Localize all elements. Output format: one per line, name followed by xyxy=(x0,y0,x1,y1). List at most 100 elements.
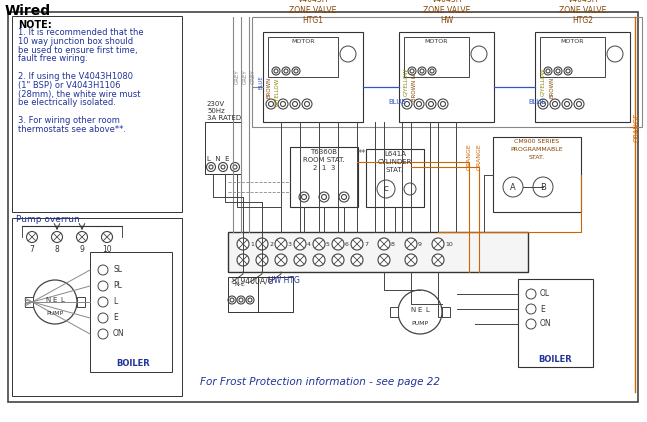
Text: 4: 4 xyxy=(307,241,311,246)
Text: 10 way junction box should: 10 way junction box should xyxy=(18,37,133,46)
Text: GREY: GREY xyxy=(250,70,256,84)
Text: MOTOR: MOTOR xyxy=(561,39,584,44)
Text: BLUE: BLUE xyxy=(388,99,406,105)
Text: 2: 2 xyxy=(269,241,273,246)
Text: 1. It is recommended that the: 1. It is recommended that the xyxy=(18,28,144,37)
FancyBboxPatch shape xyxy=(263,32,363,122)
Text: V4043H
ZONE VALVE
HTG1: V4043H ZONE VALVE HTG1 xyxy=(289,0,336,25)
Circle shape xyxy=(256,238,268,250)
Text: G/YELLOW: G/YELLOW xyxy=(404,68,408,96)
Text: ON: ON xyxy=(540,319,552,328)
Text: G/YELLOW: G/YELLOW xyxy=(274,78,280,106)
Text: 5: 5 xyxy=(326,241,330,246)
FancyBboxPatch shape xyxy=(258,277,293,312)
Text: BLUE: BLUE xyxy=(259,75,263,89)
Text: Pump overrun: Pump overrun xyxy=(16,215,80,224)
Text: PUMP: PUMP xyxy=(411,321,428,326)
Circle shape xyxy=(237,238,249,250)
Circle shape xyxy=(294,254,306,266)
FancyBboxPatch shape xyxy=(366,149,424,207)
Text: G/YELLOW: G/YELLOW xyxy=(540,68,545,96)
Text: (28mm), the white wire must: (28mm), the white wire must xyxy=(18,89,140,99)
Text: N: N xyxy=(410,307,415,313)
Text: L: L xyxy=(60,297,64,303)
FancyBboxPatch shape xyxy=(390,307,398,317)
Text: ORANGE: ORANGE xyxy=(634,112,640,142)
Text: Wired: Wired xyxy=(5,4,51,18)
Text: BROWN: BROWN xyxy=(267,76,272,97)
Text: GREY: GREY xyxy=(243,70,248,84)
Text: SL: SL xyxy=(113,265,122,274)
FancyBboxPatch shape xyxy=(399,32,494,122)
Text: E: E xyxy=(113,314,118,322)
Text: For Frost Protection information - see page 22: For Frost Protection information - see p… xyxy=(200,377,440,387)
Text: E: E xyxy=(540,305,545,314)
Circle shape xyxy=(405,238,417,250)
Circle shape xyxy=(332,254,344,266)
Text: (1" BSP) or V4043H1106: (1" BSP) or V4043H1106 xyxy=(18,81,120,90)
Text: 7: 7 xyxy=(364,241,368,246)
FancyBboxPatch shape xyxy=(535,32,630,122)
Text: 3: 3 xyxy=(288,241,292,246)
FancyBboxPatch shape xyxy=(540,37,605,77)
Circle shape xyxy=(405,254,417,266)
Text: 10: 10 xyxy=(102,245,112,254)
Text: L  N  E: L N E xyxy=(207,156,230,162)
FancyBboxPatch shape xyxy=(442,307,450,317)
Text: 2  1  3: 2 1 3 xyxy=(313,165,335,171)
Circle shape xyxy=(432,254,444,266)
Text: L: L xyxy=(425,307,429,313)
Text: 1: 1 xyxy=(250,241,254,246)
Text: C: C xyxy=(384,186,388,192)
Circle shape xyxy=(351,254,363,266)
FancyBboxPatch shape xyxy=(228,277,273,312)
Circle shape xyxy=(294,238,306,250)
Circle shape xyxy=(351,238,363,250)
Text: HW HTG: HW HTG xyxy=(268,276,300,285)
Text: N-L: N-L xyxy=(235,282,245,287)
Text: N: N xyxy=(45,297,50,303)
Text: CM900 SERIES: CM900 SERIES xyxy=(514,139,560,144)
Circle shape xyxy=(275,254,287,266)
Text: STAT.: STAT. xyxy=(529,155,545,160)
Text: 7: 7 xyxy=(30,245,34,254)
Circle shape xyxy=(313,238,325,250)
Text: E: E xyxy=(418,307,422,313)
Text: 6: 6 xyxy=(345,241,349,246)
FancyBboxPatch shape xyxy=(12,16,182,212)
FancyBboxPatch shape xyxy=(12,218,182,396)
FancyBboxPatch shape xyxy=(205,122,241,174)
Text: BOILER: BOILER xyxy=(538,355,572,364)
Text: be electrically isolated.: be electrically isolated. xyxy=(18,98,116,108)
Text: NOTE:: NOTE: xyxy=(18,20,52,30)
Text: PL: PL xyxy=(113,281,122,290)
Text: BOILER: BOILER xyxy=(116,359,150,368)
FancyBboxPatch shape xyxy=(8,12,638,402)
Text: ON: ON xyxy=(113,330,125,338)
Circle shape xyxy=(313,254,325,266)
Text: OL: OL xyxy=(540,289,550,298)
Text: ST9400A/C: ST9400A/C xyxy=(232,276,274,285)
Text: A: A xyxy=(510,182,516,192)
Circle shape xyxy=(378,254,390,266)
Text: STAT.: STAT. xyxy=(386,167,404,173)
FancyBboxPatch shape xyxy=(518,279,593,367)
FancyBboxPatch shape xyxy=(77,297,85,307)
Text: L: L xyxy=(113,298,117,306)
FancyBboxPatch shape xyxy=(25,297,33,307)
Circle shape xyxy=(76,232,87,243)
Text: ROOM STAT.: ROOM STAT. xyxy=(303,157,345,163)
Text: E: E xyxy=(53,297,57,303)
Circle shape xyxy=(256,254,268,266)
Circle shape xyxy=(27,232,38,243)
Text: PROGRAMMABLE: PROGRAMMABLE xyxy=(510,147,564,152)
Text: L641A: L641A xyxy=(384,151,406,157)
Text: fault free wiring.: fault free wiring. xyxy=(18,54,88,63)
Text: GREY: GREY xyxy=(234,70,239,84)
Text: BROWN: BROWN xyxy=(549,76,554,97)
Text: BLUE: BLUE xyxy=(528,99,546,105)
Circle shape xyxy=(432,238,444,250)
Text: 3. For wiring other room: 3. For wiring other room xyxy=(18,116,120,125)
Text: ORANGE: ORANGE xyxy=(476,143,481,170)
Circle shape xyxy=(275,238,287,250)
